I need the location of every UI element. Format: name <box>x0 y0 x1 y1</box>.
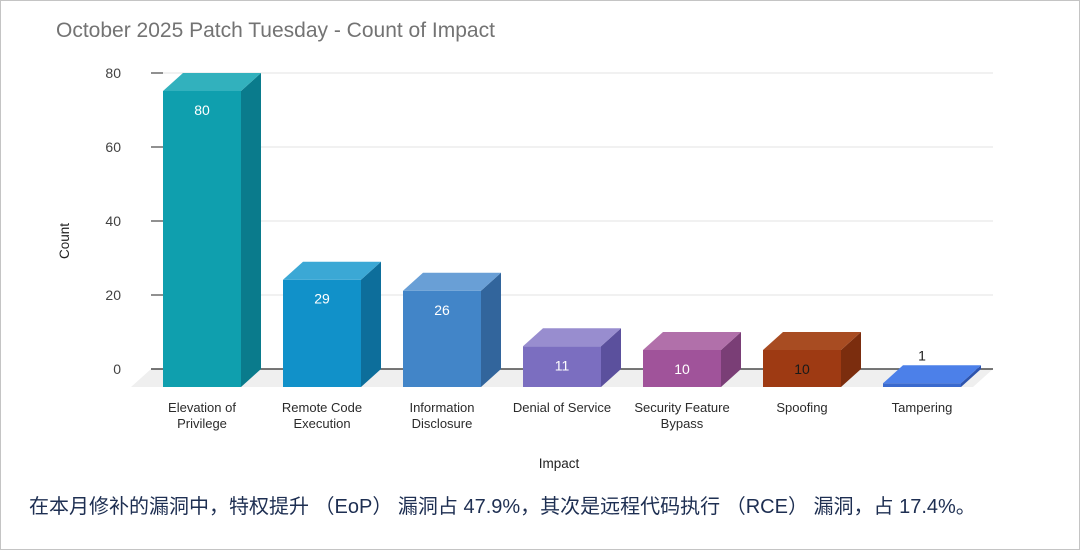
bar-value-label: 80 <box>194 102 210 118</box>
bar-spoofing: 10 <box>763 332 861 387</box>
x-category-label: Spoofing <box>776 400 827 415</box>
x-category-label: Remote Code <box>282 400 362 415</box>
bar-top-face <box>283 261 381 280</box>
y-axis-title: Count <box>57 223 72 259</box>
bar-top-face <box>523 328 621 347</box>
x-category-label: Disclosure <box>412 416 473 431</box>
y-tick-label: 80 <box>105 65 121 81</box>
bar-side-face <box>481 272 501 387</box>
bar-side-face <box>361 261 381 387</box>
bar-front-face <box>883 383 961 387</box>
bar-front-face <box>403 290 481 387</box>
x-category-label: Denial of Service <box>513 400 611 415</box>
bar-value-label: 29 <box>314 291 330 307</box>
x-category-label: Tampering <box>892 400 953 415</box>
caption-text: 在本月修补的漏洞中，特权提升 （EoP） 漏洞占 47.9%，其次是远程代码执行… <box>29 496 976 518</box>
bar-elevation-of-privilege: 80 <box>163 73 261 387</box>
bar-front-face <box>643 350 721 387</box>
bar-remote-code-execution: 29 <box>283 261 381 387</box>
bar-side-face <box>241 73 261 387</box>
bar-top-face <box>883 365 981 384</box>
chart-title: October 2025 Patch Tuesday - Count of Im… <box>56 19 495 42</box>
y-tick-label: 0 <box>113 361 121 377</box>
y-tick-label: 40 <box>105 213 121 229</box>
bar-front-face <box>763 350 841 387</box>
bar-value-label: 10 <box>794 361 810 377</box>
x-category-label: Information <box>409 400 474 415</box>
bar-side-face <box>601 328 621 387</box>
bar-side-face <box>841 332 861 387</box>
bar-front-face <box>283 279 361 387</box>
bar-top-face <box>403 272 501 291</box>
x-category-label: Bypass <box>661 416 704 431</box>
bar-denial-of-service: 11 <box>523 328 621 387</box>
bar-front-face <box>163 91 241 387</box>
x-category-label: Elevation of <box>168 400 236 415</box>
bar-front-face <box>523 346 601 387</box>
x-axis-title: Impact <box>539 456 580 471</box>
x-category-label: Privilege <box>177 416 227 431</box>
bar-value-label: 11 <box>555 357 570 373</box>
bar-side-face <box>721 332 741 387</box>
bar-tampering: 1 <box>883 347 981 387</box>
y-tick-label: 60 <box>105 139 121 155</box>
bar-top-face <box>763 332 861 350</box>
bar-value-label: 10 <box>674 361 690 377</box>
bar-top-face <box>643 332 741 350</box>
x-category-label: Execution <box>293 416 350 431</box>
bar-side-face <box>961 365 981 387</box>
x-category-label: Security Feature <box>634 400 729 415</box>
bar-information-disclosure: 26 <box>403 272 501 387</box>
bar-value-label: 26 <box>434 302 450 318</box>
bar-value-label: 1 <box>918 347 926 363</box>
bar-security-feature-bypass: 10 <box>643 332 741 387</box>
bar-top-face <box>163 73 261 91</box>
y-tick-label: 20 <box>105 287 121 303</box>
